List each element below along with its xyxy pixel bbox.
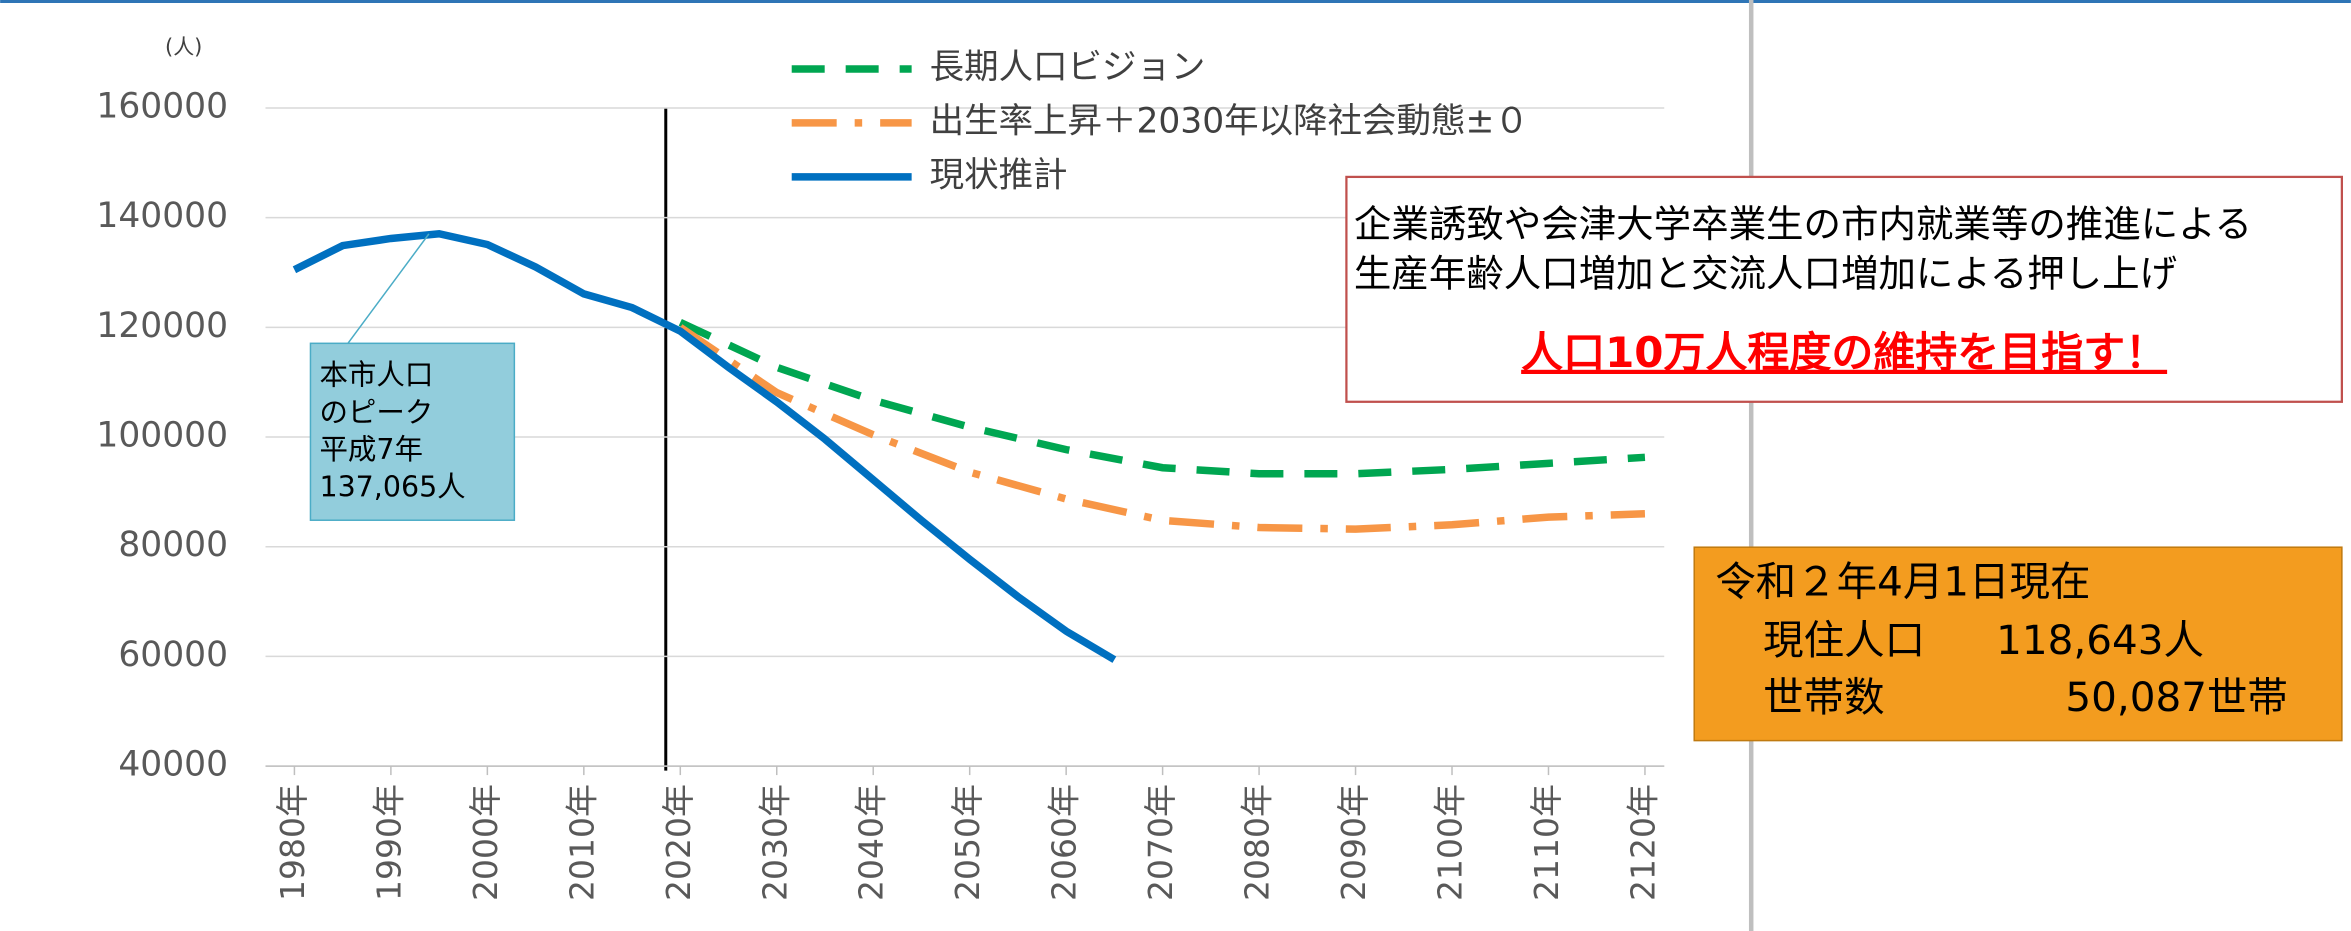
x-tick-label: 2090年 — [1334, 784, 1373, 901]
y-tick-label: 60000 — [118, 635, 228, 675]
status-label: 世帯数 — [1763, 673, 1884, 721]
x-tick-label: 2080年 — [1238, 784, 1277, 901]
x-tick-label: 2070年 — [1141, 784, 1180, 901]
y-tick-label: 140000 — [96, 196, 228, 236]
legend-label: 長期人口ビジョン — [930, 47, 1206, 87]
policy-highlight: 人口10万人程度の維持を目指す！ — [1521, 328, 2167, 377]
y-tick-label: 160000 — [96, 86, 228, 126]
y-tick-label: 100000 — [96, 416, 228, 456]
x-tick-label: 2110年 — [1527, 784, 1566, 901]
y-unit: (人) — [165, 35, 202, 59]
status-label: 現住人口 — [1763, 616, 1925, 664]
callout-line — [347, 233, 430, 344]
y-tick-label: 120000 — [96, 306, 228, 346]
policy-box — [1345, 175, 2343, 403]
legend-label: 出生率上昇＋2030年以降社会動態±０ — [930, 101, 1529, 141]
policy-line: 企業誘致や会津大学卒業生の市内就業等の推進による — [1354, 202, 2252, 246]
x-tick-label: 2050年 — [948, 784, 987, 901]
status-value: 50,087世帯 — [2065, 673, 2288, 721]
peak-box — [309, 342, 516, 521]
y-tick-label: 80000 — [118, 525, 228, 565]
x-tick-label: 2060年 — [1045, 784, 1084, 901]
status-box — [1693, 546, 2343, 742]
peak-line: 本市人口 — [319, 358, 433, 391]
y-tick-label: 40000 — [118, 745, 228, 785]
peak-line: 平成7年 — [319, 433, 423, 466]
x-tick-label: 2040年 — [852, 784, 891, 901]
x-tick-label: 2030年 — [755, 784, 794, 901]
series-line — [292, 229, 1117, 663]
policy-line: 生産年齢人口増加と交流人口増加による押し上げ — [1354, 251, 2177, 295]
peak-line: のピーク — [319, 396, 433, 429]
plot: 40000 60000 80000 100000 120000 140000 160000 1… — [96, 47, 1665, 901]
x-tick-label: 2100年 — [1431, 784, 1470, 901]
x-tick-label: 1980年 — [273, 784, 312, 901]
legend-label: 現状推計 — [930, 155, 1068, 195]
peak-line: 137,065人 — [319, 471, 465, 504]
x-tick-label: 2120年 — [1623, 784, 1662, 901]
series-line — [678, 324, 1646, 533]
x-tick-label: 2010年 — [562, 784, 601, 901]
status-heading: 令和２年4月1日現在 — [1715, 558, 2090, 606]
status-value: 118,643人 — [1996, 616, 2204, 664]
x-tick-label: 2020年 — [659, 784, 698, 901]
series-line — [678, 318, 1646, 478]
x-tick-label: 1990年 — [369, 784, 408, 901]
x-tick-label: 2000年 — [466, 784, 505, 901]
